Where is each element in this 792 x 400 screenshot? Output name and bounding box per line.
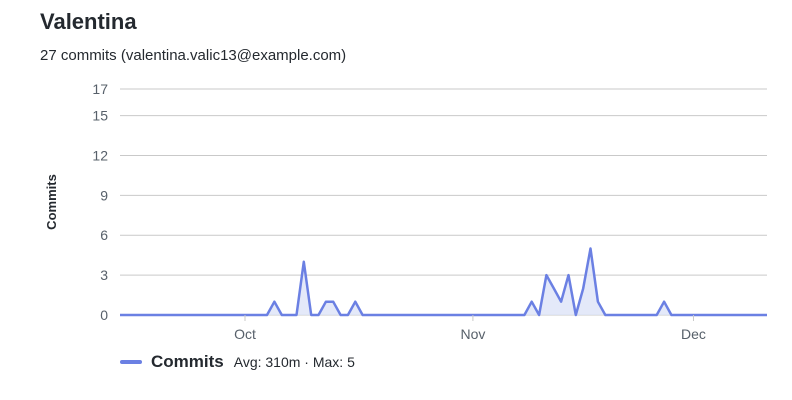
grid-lines: [120, 88, 767, 316]
y-axis-label: Commits: [44, 174, 59, 230]
y-tick-label: 9: [100, 187, 108, 203]
x-tick-label: Nov: [460, 326, 485, 342]
area-layer: [120, 247, 767, 317]
legend[interactable]: Commits Avg: 310m · Max: 5: [120, 352, 355, 372]
series-area-fill: [120, 248, 767, 315]
y-tick-label: 17: [92, 81, 108, 97]
x-axis-ticks: Oct Nov Dec: [234, 315, 706, 342]
y-axis-ticks: 0 3 6 9 12 15 17: [92, 81, 108, 323]
y-tick-label: 3: [100, 267, 108, 283]
commit-summary: 27 commits (valentina.valic13@example.co…: [40, 47, 347, 64]
legend-stats: Avg: 310m · Max: 5: [233, 354, 355, 370]
x-tick-label: Oct: [234, 326, 256, 342]
author-name: Valentina: [40, 9, 137, 34]
y-tick-label: 6: [100, 227, 108, 243]
legend-series-name: Commits: [151, 352, 224, 371]
y-tick-label: 15: [92, 108, 108, 124]
y-tick-label: 12: [92, 147, 108, 163]
series-line: [120, 247, 767, 317]
x-tick-label: Dec: [681, 326, 706, 342]
y-tick-label: 0: [100, 307, 108, 323]
legend-swatch: [120, 360, 142, 364]
